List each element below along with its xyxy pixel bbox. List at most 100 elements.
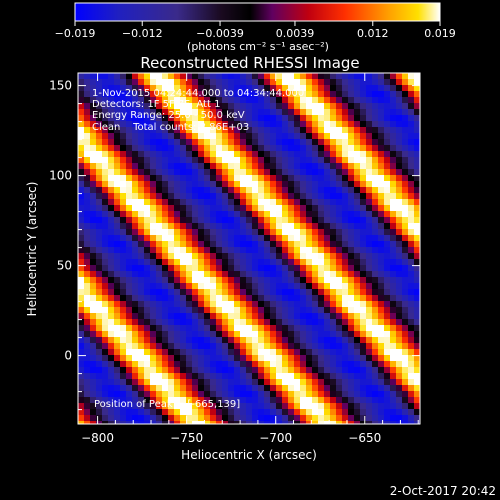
heatmap-cell — [330, 391, 337, 398]
heatmap-cell — [162, 361, 169, 368]
heatmap-cell — [318, 205, 325, 212]
heatmap-cell — [186, 217, 193, 224]
heatmap-cell — [378, 283, 385, 290]
heatmap-cell — [354, 307, 361, 314]
heatmap-cell — [252, 391, 259, 398]
heatmap-cell — [174, 325, 181, 332]
heatmap-cell — [84, 415, 91, 422]
heatmap-cell — [144, 91, 151, 98]
heatmap-cell — [120, 307, 127, 314]
heatmap-cell — [282, 175, 289, 182]
heatmap-cell — [204, 307, 211, 314]
heatmap-cell — [372, 157, 379, 164]
heatmap-cell — [216, 283, 223, 290]
heatmap-cell — [306, 157, 313, 164]
heatmap-cell — [96, 283, 103, 290]
heatmap-cell — [156, 415, 163, 422]
heatmap-cell — [372, 109, 379, 116]
heatmap-cell — [180, 265, 187, 272]
heatmap-cell — [306, 301, 313, 308]
heatmap-cell — [294, 355, 301, 362]
heatmap-cell — [114, 337, 121, 344]
heatmap-cell — [240, 295, 247, 302]
heatmap-cell — [246, 181, 253, 188]
heatmap-cell — [330, 403, 337, 410]
heatmap-cell — [120, 157, 127, 164]
heatmap-cell — [138, 145, 145, 152]
heatmap-cell — [114, 295, 121, 302]
heatmap-cell — [360, 115, 367, 122]
heatmap-cell — [246, 217, 253, 224]
heatmap-cell — [324, 115, 331, 122]
heatmap-cell — [132, 283, 139, 290]
heatmap-cell — [342, 211, 349, 218]
heatmap-cell — [348, 133, 355, 140]
heatmap-cell — [234, 307, 241, 314]
heatmap-cell — [204, 289, 211, 296]
heatmap-cell — [276, 229, 283, 236]
heatmap-cell — [228, 205, 235, 212]
heatmap-cell — [180, 217, 187, 224]
heatmap-cell — [276, 271, 283, 278]
heatmap-cell — [138, 379, 145, 386]
heatmap-cell — [132, 247, 139, 254]
heatmap-cell — [150, 241, 157, 248]
heatmap-cell — [408, 385, 415, 392]
heatmap-cell — [270, 325, 277, 332]
heatmap-cell — [336, 211, 343, 218]
heatmap-cell — [414, 193, 420, 200]
heatmap-cell — [198, 247, 205, 254]
heatmap-cell — [264, 151, 271, 158]
heatmap-cell — [294, 247, 301, 254]
heatmap-cell — [276, 175, 283, 182]
heatmap-cell — [84, 109, 91, 116]
heatmap-cell — [180, 91, 187, 98]
heatmap-cell — [174, 181, 181, 188]
heatmap-cell — [204, 151, 211, 158]
heatmap-cell — [360, 223, 367, 230]
heatmap-cell — [342, 391, 349, 398]
heatmap-cell — [96, 91, 103, 98]
heatmap-cell — [180, 397, 187, 404]
heatmap-cell — [264, 223, 271, 230]
heatmap-cell — [402, 169, 409, 176]
heatmap-cell — [336, 169, 343, 176]
heatmap-cell — [210, 421, 217, 424]
heatmap-cell — [96, 103, 103, 110]
heatmap-cell — [324, 109, 331, 116]
heatmap-cell — [210, 409, 217, 416]
heatmap-cell — [180, 79, 187, 86]
heatmap-cell — [174, 223, 181, 230]
heatmap-cell — [120, 283, 127, 290]
heatmap-cell — [210, 109, 217, 116]
heatmap-cell — [324, 187, 331, 194]
heatmap-cell — [120, 355, 127, 362]
heatmap-cell — [84, 271, 91, 278]
heatmap-cell — [198, 409, 205, 416]
heatmap-cell — [228, 199, 235, 206]
heatmap-cell — [366, 169, 373, 176]
heatmap-cell — [324, 343, 331, 350]
heatmap-cell — [192, 223, 199, 230]
heatmap-cell — [96, 115, 103, 122]
heatmap-cell — [294, 175, 301, 182]
heatmap-cell — [96, 259, 103, 266]
heatmap-cell — [306, 289, 313, 296]
heatmap-cell — [186, 145, 193, 152]
heatmap-cell — [402, 415, 409, 422]
heatmap-cell — [114, 175, 121, 182]
heatmap-cell — [180, 199, 187, 206]
heatmap-cell — [318, 421, 325, 424]
heatmap-cell — [84, 349, 91, 356]
heatmap-cell — [150, 91, 157, 98]
heatmap-cell — [138, 139, 145, 146]
footer-date: 2-Oct-2017 20:42 — [390, 484, 496, 498]
heatmap-cell — [348, 211, 355, 218]
heatmap-cell — [372, 295, 379, 302]
heatmap-cell — [312, 211, 319, 218]
heatmap-cell — [228, 151, 235, 158]
heatmap-cell — [306, 163, 313, 170]
heatmap-cell — [306, 235, 313, 242]
heatmap-cell — [414, 307, 420, 314]
heatmap-cell — [90, 223, 97, 230]
